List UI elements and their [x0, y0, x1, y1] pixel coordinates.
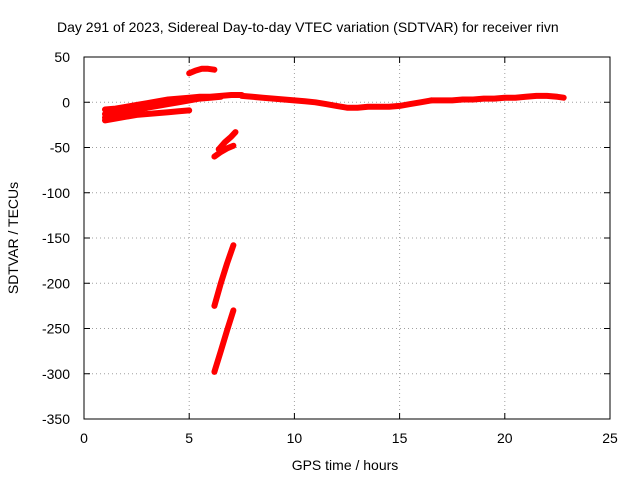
series-line	[102, 104, 151, 121]
y-tick-label: -350	[42, 411, 70, 427]
x-axis-label: GPS time / hours	[292, 457, 399, 473]
x-tick-label: 20	[497, 430, 513, 446]
y-axis-label: SDTVAR / TECUs	[5, 182, 21, 294]
x-tick-label: 5	[185, 430, 193, 446]
axis-ticks	[83, 56, 611, 420]
x-tick-label: 10	[287, 430, 303, 446]
y-tick-label: -250	[42, 321, 70, 337]
y-tick-label: -100	[42, 185, 70, 201]
x-tick-label: 0	[80, 430, 88, 446]
series-line	[428, 92, 567, 104]
grid	[84, 57, 610, 419]
series-line	[211, 242, 237, 309]
series-line	[211, 142, 237, 160]
y-tick-label: 50	[54, 49, 70, 65]
x-tick-labels: 0 5 10 15 20 25	[80, 430, 618, 446]
y-tick-label: 0	[62, 94, 70, 110]
y-tick-label: -50	[50, 140, 70, 156]
series-line	[215, 129, 239, 153]
chart-title: Day 291 of 2023, Sidereal Day-to-day VTE…	[57, 19, 559, 35]
y-tick-label: -150	[42, 230, 70, 246]
series-line	[211, 307, 237, 375]
y-tick-label: -300	[42, 366, 70, 382]
x-tick-label: 25	[602, 430, 618, 446]
y-tick-label: -200	[42, 275, 70, 291]
series-line	[238, 92, 435, 111]
y-tick-labels: 50 0 -50 -100 -150 -200 -250 -300 -350	[42, 49, 70, 427]
x-tick-label: 15	[392, 430, 408, 446]
series-group	[102, 65, 567, 375]
series-line	[186, 65, 218, 77]
